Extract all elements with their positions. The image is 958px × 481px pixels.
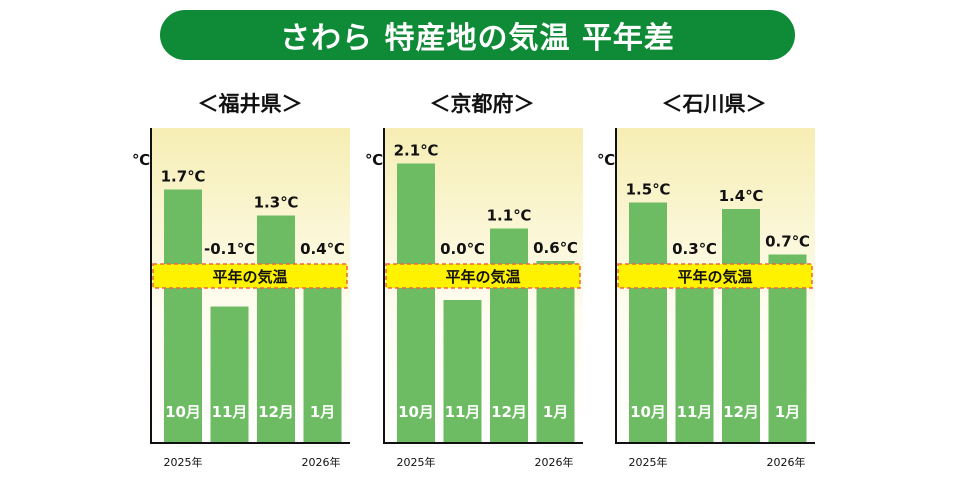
- page-title: さわら 特産地の気温 平年差: [160, 10, 795, 60]
- y-axis-unit: ℃: [597, 151, 615, 169]
- data-label: 1.7℃: [161, 168, 206, 186]
- year-label: 2026年: [767, 455, 806, 469]
- year-label: 2025年: [164, 455, 203, 469]
- year-label: 2026年: [535, 455, 574, 469]
- panel-title-fukui: ＜福井県＞: [197, 92, 303, 116]
- panel-title-kyoto: ＜京都府＞: [429, 92, 535, 116]
- reference-band: [617, 263, 813, 289]
- bar: [210, 306, 249, 443]
- bar: [675, 280, 714, 443]
- bar: [164, 189, 202, 443]
- category-label: 1月: [775, 403, 800, 421]
- category-label: 11月: [445, 403, 481, 421]
- y-axis-unit: ℃: [132, 151, 150, 169]
- data-label: 2.1℃: [394, 142, 439, 160]
- category-label: 11月: [212, 403, 248, 421]
- category-label: 1月: [543, 403, 568, 421]
- reference-label: 平年の気温: [677, 268, 752, 286]
- data-label: 1.1℃: [487, 207, 532, 225]
- category-label: 10月: [398, 403, 434, 421]
- bar: [257, 215, 295, 443]
- reference-label: 平年の気温: [445, 268, 520, 286]
- data-label: 0.7℃: [765, 233, 810, 251]
- year-label: 2025年: [629, 455, 668, 469]
- bar: [536, 261, 575, 443]
- bar: [397, 163, 435, 443]
- category-label: 12月: [258, 403, 294, 421]
- bar: [303, 274, 342, 443]
- category-label: 10月: [630, 403, 666, 421]
- category-label: 12月: [491, 403, 527, 421]
- data-label: 0.6℃: [533, 239, 578, 257]
- panel-title-ishikawa: ＜石川県＞: [661, 92, 767, 116]
- category-label: 11月: [677, 403, 713, 421]
- year-label: 2026年: [302, 455, 341, 469]
- bar: [443, 300, 482, 443]
- data-label: 1.4℃: [719, 187, 764, 205]
- data-label: 0.3℃: [672, 240, 717, 258]
- data-label: -0.1℃: [204, 240, 255, 258]
- data-label: 1.3℃: [254, 194, 299, 212]
- category-label: 12月: [723, 403, 759, 421]
- year-label: 2025年: [397, 455, 436, 469]
- bar: [629, 202, 667, 443]
- reference-band: [152, 263, 348, 289]
- reference-band: [385, 263, 581, 289]
- data-label: 1.5℃: [626, 181, 671, 199]
- bar: [722, 209, 760, 443]
- data-label: 0.0℃: [440, 240, 485, 258]
- data-label: 0.4℃: [300, 240, 345, 258]
- category-label: 1月: [310, 403, 335, 421]
- y-axis-unit: ℃: [365, 151, 383, 169]
- reference-label: 平年の気温: [212, 268, 287, 286]
- category-label: 10月: [165, 403, 201, 421]
